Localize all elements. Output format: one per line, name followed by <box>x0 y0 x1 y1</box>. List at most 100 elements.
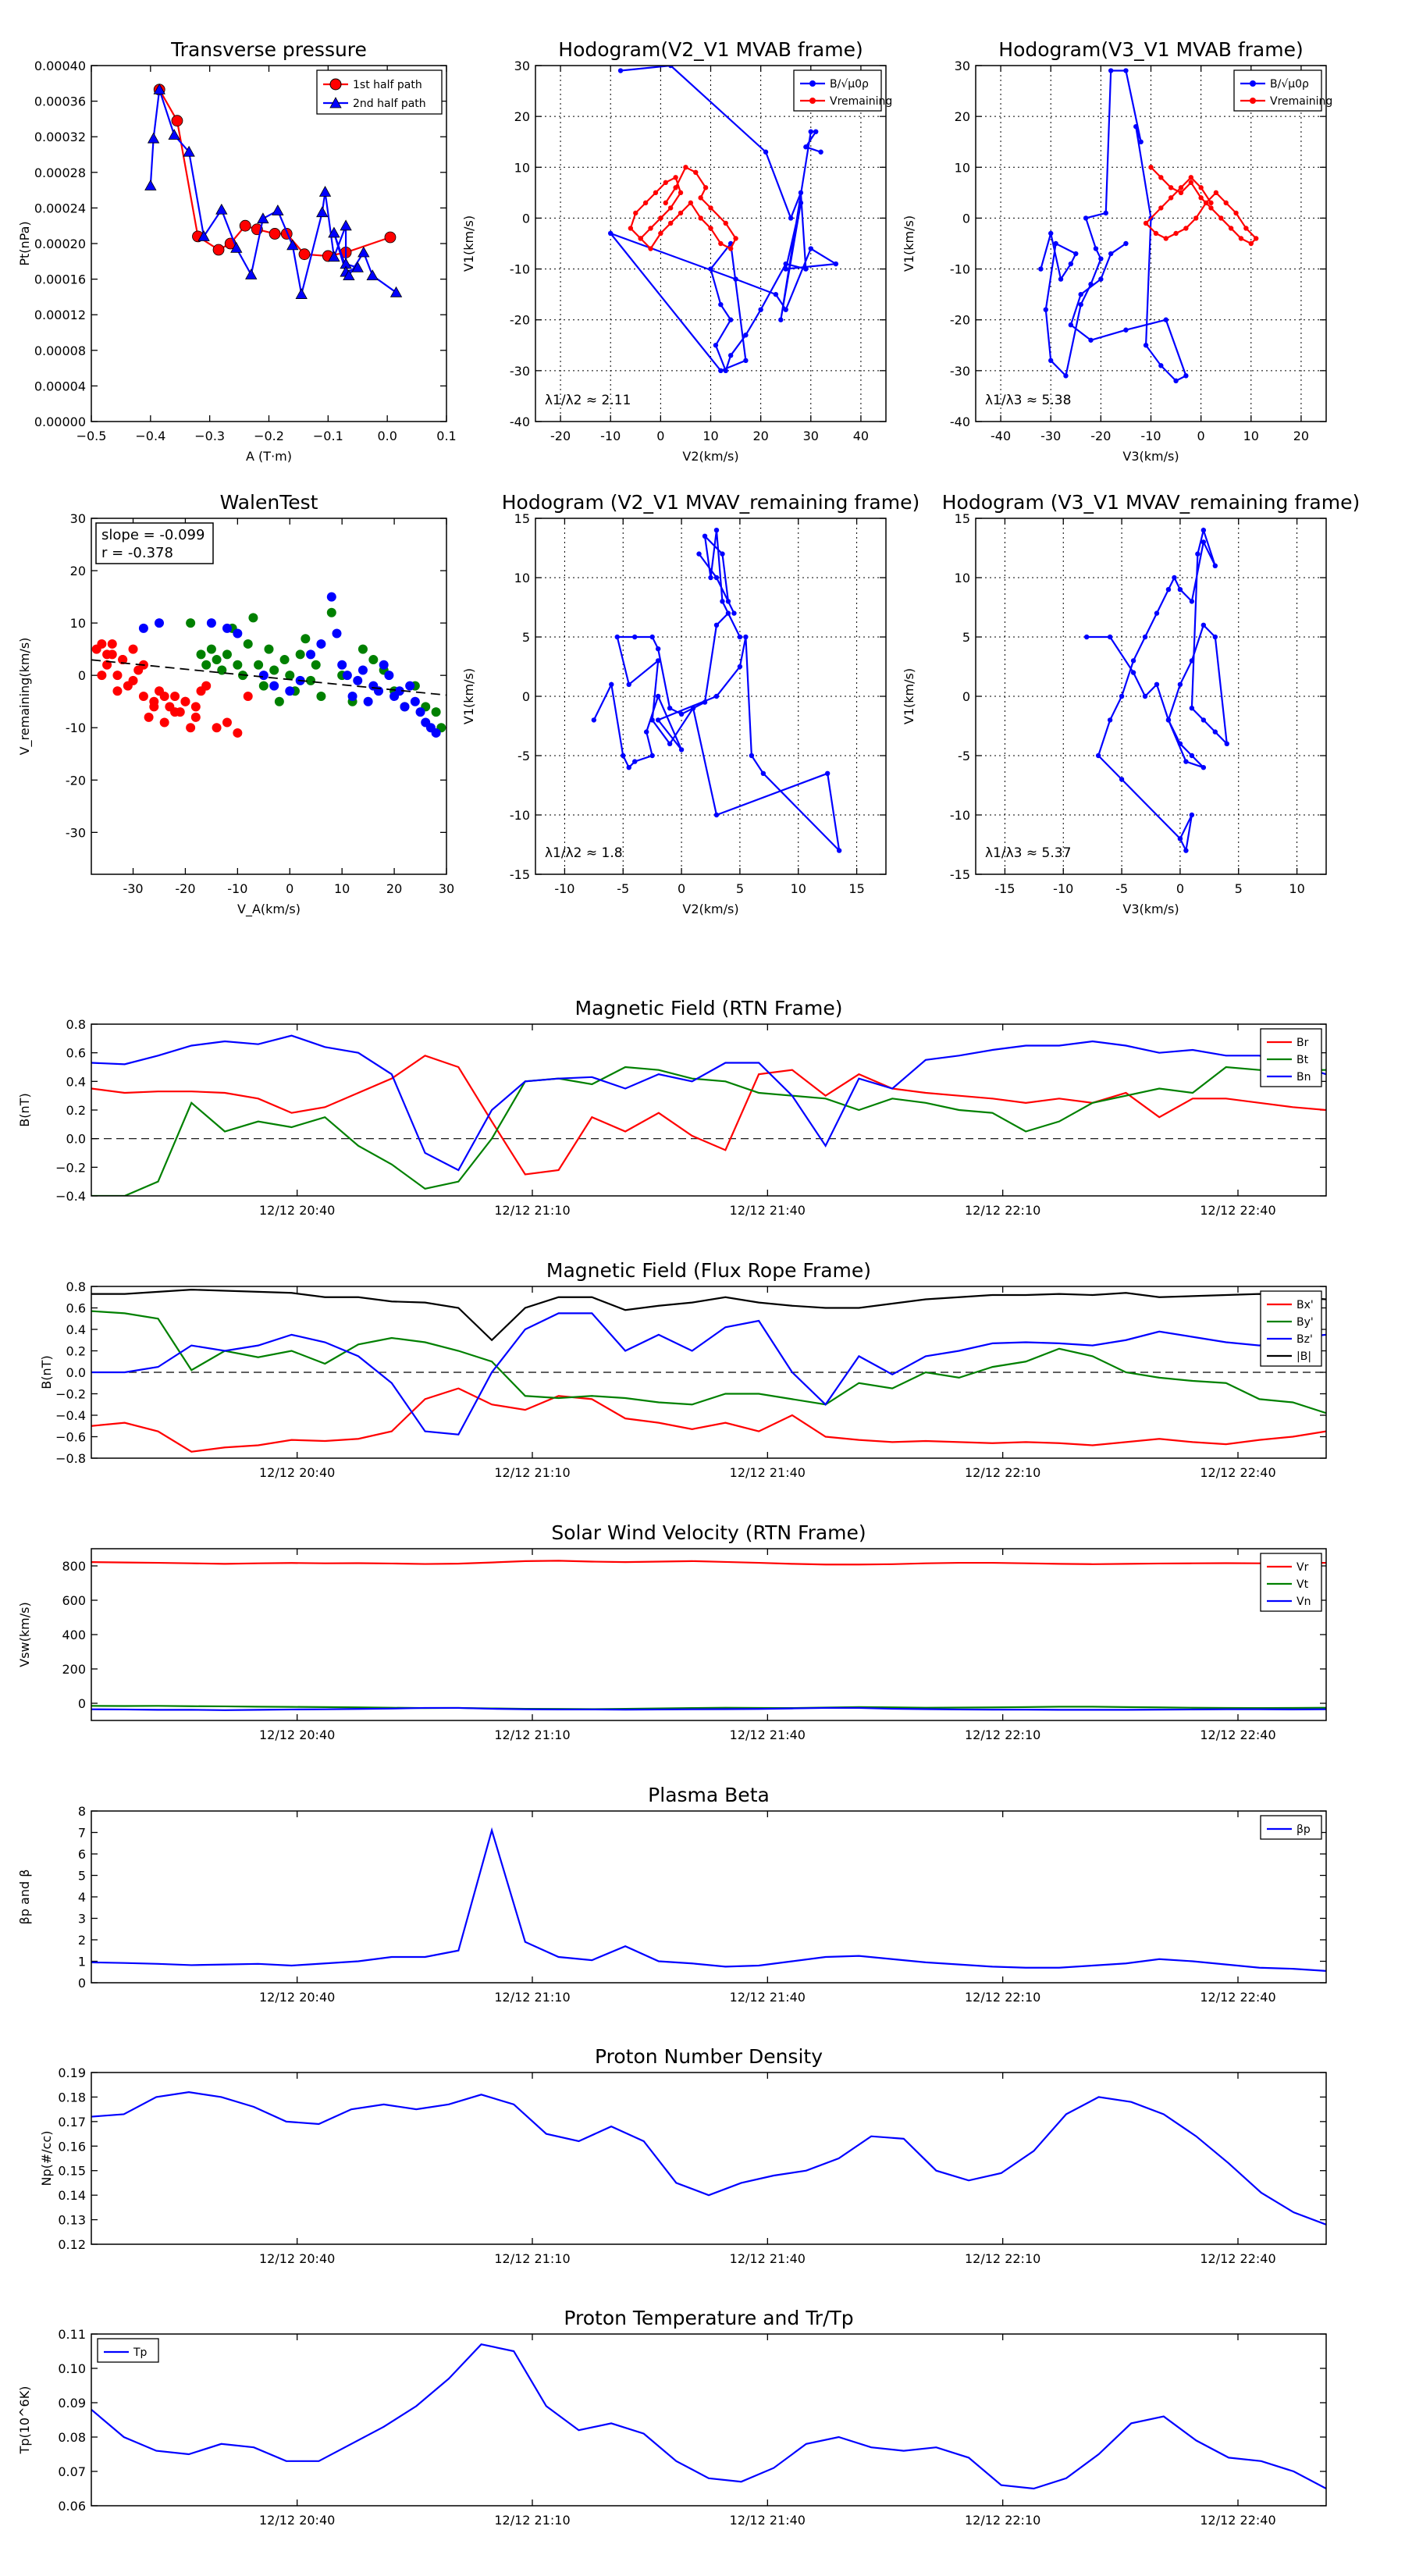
chart-title: Magnetic Field (RTN Frame) <box>575 997 843 1019</box>
series-line <box>629 165 737 251</box>
data-point <box>696 551 702 557</box>
y-tick-label: 0.4 <box>66 1322 86 1337</box>
x-tick-label: -10 <box>1140 429 1161 443</box>
data-point <box>655 717 661 723</box>
y-axis-label: V1(km/s) <box>461 215 476 272</box>
time-tick-label: 12/12 21:40 <box>730 2513 806 2528</box>
data-point <box>1053 240 1058 247</box>
plot-frame <box>535 518 887 875</box>
data-point <box>649 753 655 759</box>
y-tick-label: 0.6 <box>66 1301 86 1316</box>
data-point <box>1108 251 1114 257</box>
data-point <box>813 129 819 134</box>
data-point <box>1172 575 1177 581</box>
ratio-annotation: λ1/λ3 ≈ 5.37 <box>985 845 1071 861</box>
data-point <box>222 717 232 728</box>
data-point <box>632 759 638 764</box>
y-tick-label: −0.4 <box>55 1408 86 1423</box>
data-point <box>298 248 311 261</box>
data-point <box>713 575 720 581</box>
y-tick-label: −0.8 <box>55 1451 86 1466</box>
r-label: r = -0.378 <box>101 545 173 561</box>
y-tick-label: 1 <box>78 1955 86 1969</box>
x-axis-label: V2(km/s) <box>682 449 738 464</box>
data-point <box>743 358 749 364</box>
data-point <box>702 185 709 190</box>
x-tick-label: 5 <box>736 881 744 896</box>
x-tick-label: 0 <box>656 429 664 443</box>
data-point <box>713 528 720 533</box>
data-point <box>258 681 269 691</box>
y-tick-label: 0.00020 <box>34 237 86 251</box>
data-point <box>328 226 340 238</box>
data-point <box>1038 266 1044 272</box>
time-tick-label: 12/12 20:40 <box>259 1727 335 1742</box>
y-tick-label: 0 <box>962 211 970 226</box>
data-point <box>1183 759 1189 764</box>
data-point <box>171 115 183 127</box>
data-point <box>1228 226 1234 231</box>
y-tick-label: -10 <box>510 808 530 823</box>
series-2nd-half-path <box>144 83 403 299</box>
plot-frame <box>535 65 887 422</box>
y-tick-label: 0.06 <box>58 2499 86 2514</box>
fit-line <box>91 659 446 696</box>
data-point <box>1238 236 1244 241</box>
series-np <box>91 2091 1326 2226</box>
x-tick-label: 0 <box>1197 429 1205 443</box>
x-tick-label: 30 <box>439 881 454 896</box>
data-point <box>102 660 112 670</box>
data-point <box>731 610 737 616</box>
data-point <box>1198 195 1204 201</box>
y-tick-label: 20 <box>514 109 530 124</box>
data-point <box>758 307 763 312</box>
data-point <box>1200 765 1207 770</box>
y-tick-label: -30 <box>66 825 86 840</box>
data-point <box>1123 68 1129 73</box>
legend-label: Vremaining <box>1270 95 1332 108</box>
chart-pt: Proton Temperature and Tr/Tp 0.06 0.07 0.08… <box>17 2307 1327 2528</box>
data-point <box>285 671 295 681</box>
x-tick-label: 10 <box>702 429 718 443</box>
time-tick-label: 12/12 22:10 <box>965 1203 1040 1218</box>
plot-area <box>91 1034 1326 1196</box>
data-point <box>1148 165 1154 170</box>
y-tick-label: 5 <box>962 630 970 645</box>
x-tick-label: 20 <box>386 881 402 896</box>
data-point <box>1193 215 1199 221</box>
data-point <box>643 729 649 735</box>
data-point <box>159 692 169 701</box>
data-point <box>1208 205 1214 211</box>
data-point <box>698 195 703 201</box>
data-point <box>186 723 196 733</box>
data-point <box>222 623 232 633</box>
x-tick-label: 0 <box>678 881 685 896</box>
data-point <box>285 686 295 696</box>
x-tick-label: -10 <box>600 429 621 443</box>
data-point <box>357 246 370 258</box>
y-tick-label: -30 <box>510 364 530 379</box>
data-point <box>363 696 373 706</box>
data-point <box>1095 753 1101 759</box>
data-point <box>708 575 713 581</box>
legend-label: B/√μ0ρ <box>1270 78 1309 91</box>
stats-box <box>95 522 214 564</box>
y-tick-label: 30 <box>955 59 970 73</box>
plot-area <box>144 83 403 299</box>
data-point <box>215 203 228 215</box>
data-point <box>353 675 363 685</box>
x-tick-label: 10 <box>1243 429 1259 443</box>
y-tick-label: 0.08 <box>58 2430 86 2445</box>
x-tick-label: 0.0 <box>377 429 397 443</box>
x-tick-label: 15 <box>848 881 864 896</box>
data-point <box>1154 681 1160 687</box>
plot-frame <box>91 1810 1327 1984</box>
data-point <box>803 144 809 150</box>
data-point <box>384 671 394 681</box>
y-tick-label: 10 <box>514 160 530 175</box>
data-point <box>1183 373 1189 379</box>
x-tick-label: 20 <box>1293 429 1309 443</box>
time-tick-label: 12/12 21:10 <box>494 2513 570 2528</box>
time-tick-label: 12/12 20:40 <box>259 1990 335 2005</box>
y-tick-label: 2 <box>78 1933 86 1948</box>
